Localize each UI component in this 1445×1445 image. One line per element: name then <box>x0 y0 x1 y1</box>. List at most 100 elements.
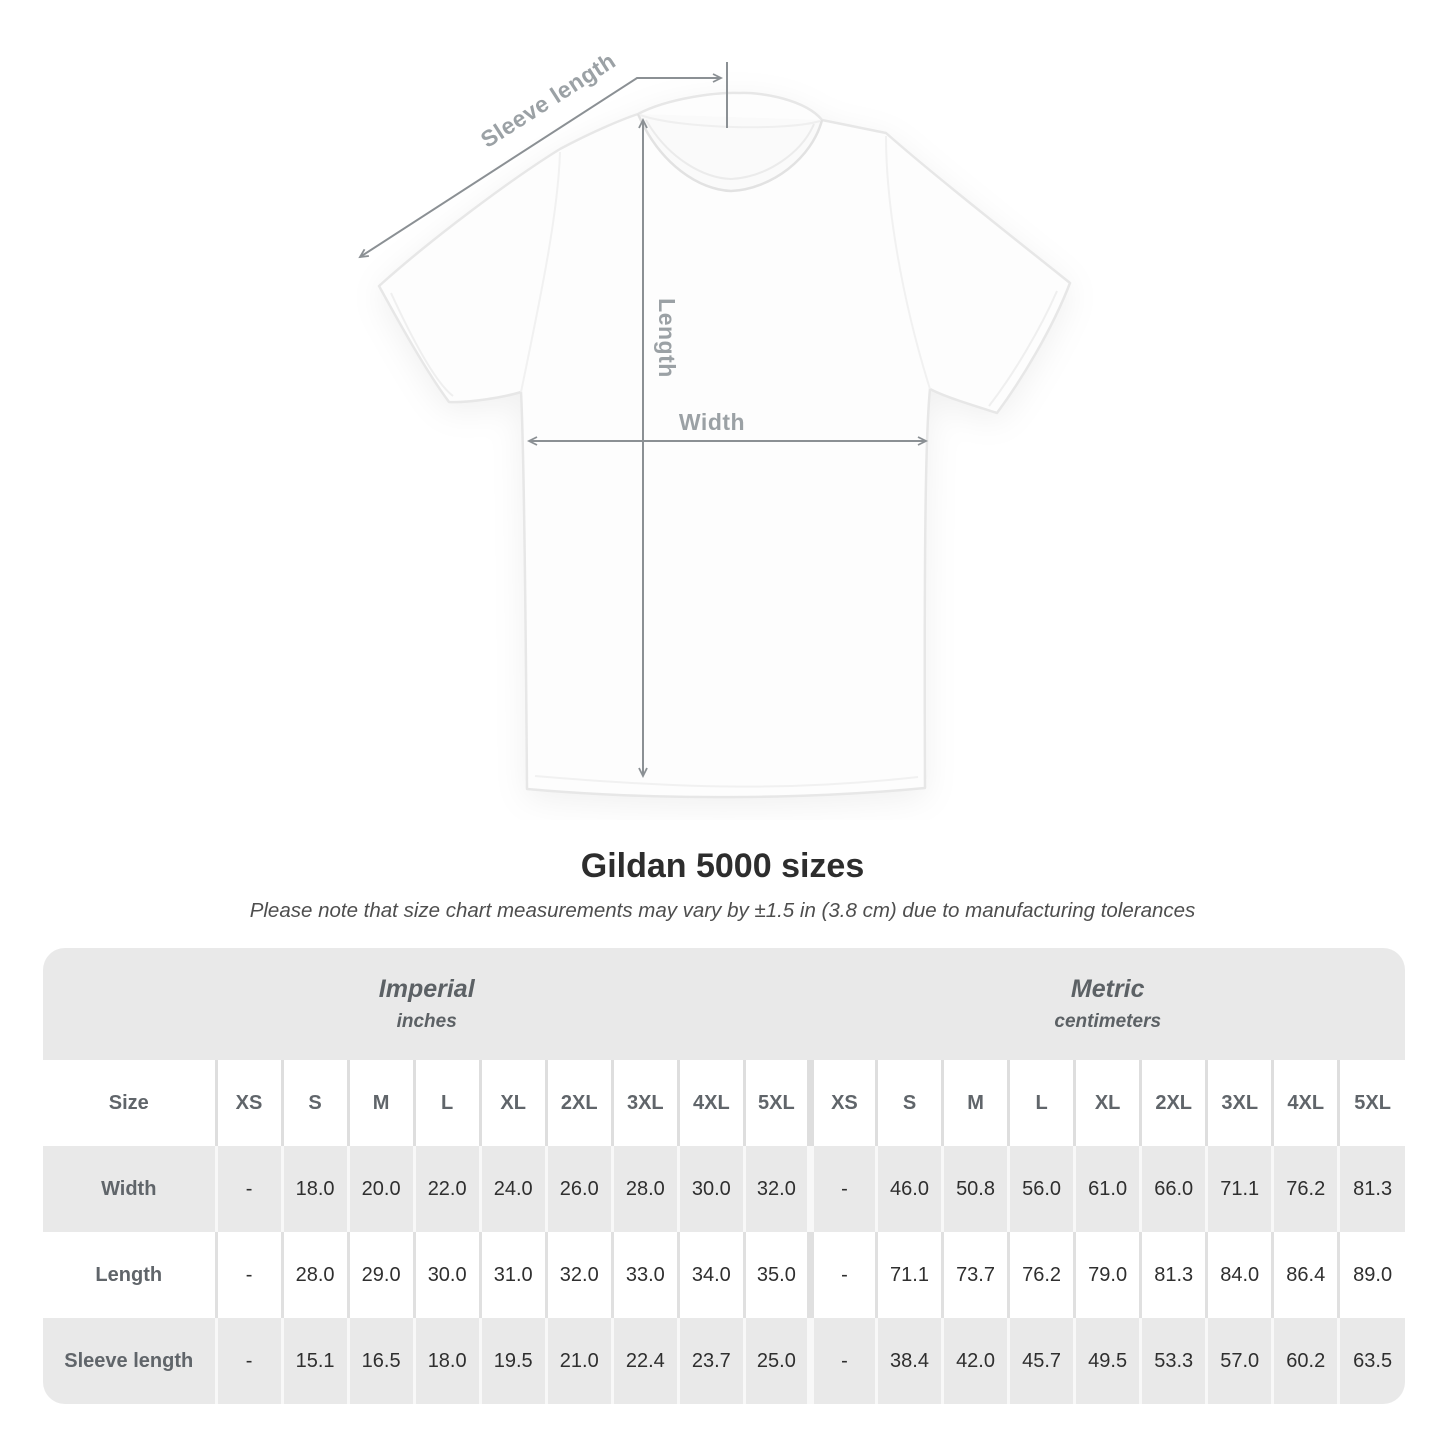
measurement-cell: 60.2 <box>1271 1318 1339 1404</box>
measurement-cell: 45.7 <box>1007 1318 1075 1404</box>
measurement-cell: 46.0 <box>874 1146 943 1232</box>
width-label: Width <box>679 409 745 435</box>
measurement-cell: 31.0 <box>478 1232 547 1318</box>
measurement-cell: - <box>214 1232 283 1318</box>
measurement-cell: 63.5 <box>1337 1318 1405 1404</box>
measurement-cell: 50.8 <box>941 1146 1009 1232</box>
measurement-cell: 71.1 <box>874 1232 943 1318</box>
imperial-group-unit: inches <box>396 1011 457 1032</box>
measurement-cell: 56.0 <box>1007 1146 1075 1232</box>
measurement-cell: 35.0 <box>742 1232 811 1318</box>
size-col-metric-2xl: 2XL <box>1139 1060 1207 1146</box>
measurement-cell: 32.0 <box>544 1232 613 1318</box>
size-col-imperial-xl: XL <box>478 1060 547 1146</box>
hem-seam <box>534 775 919 788</box>
measurement-cell: 49.5 <box>1073 1318 1141 1404</box>
measurement-row: Length -28.0 29.0 30.0 31.0 32.0 33.0 34.0 35.0-… <box>43 1232 1405 1318</box>
measurement-cell: 25.0 <box>742 1318 811 1404</box>
size-col-imperial-3xl: 3XL <box>610 1060 679 1146</box>
measurement-cell: 86.4 <box>1271 1232 1339 1318</box>
measurement-cell: 29.0 <box>346 1232 415 1318</box>
measurement-cell: 20.0 <box>346 1146 415 1232</box>
metric-group-header: Metric centimeters <box>810 948 1405 1060</box>
right-cuff-seam <box>988 290 1058 407</box>
measurement-cell: 19.5 <box>478 1318 547 1404</box>
metric-group-unit: centimeters <box>1054 1011 1162 1032</box>
measurement-cell: 79.0 <box>1073 1232 1141 1318</box>
measurement-cell: - <box>806 1232 877 1318</box>
measurement-cell: 28.0 <box>610 1146 679 1232</box>
measurement-cell: 33.0 <box>610 1232 679 1318</box>
measurement-cell: 32.0 <box>742 1146 811 1232</box>
measurement-cell: 42.0 <box>941 1318 1009 1404</box>
measurement-cell: 73.7 <box>941 1232 1009 1318</box>
tolerance-note: Please note that size chart measurements… <box>249 899 1196 922</box>
tshirt-diagram-svg: Sleeve length Length Width <box>358 47 1072 799</box>
size-col-metric-m: M <box>941 1060 1009 1146</box>
size-col-imperial-m: M <box>346 1060 415 1146</box>
measurement-cell: 16.5 <box>346 1318 415 1404</box>
size-col-imperial-2xl: 2XL <box>544 1060 613 1146</box>
size-col-metric-l: L <box>1007 1060 1075 1146</box>
measurement-cell: 21.0 <box>544 1318 613 1404</box>
left-cuff-seam <box>390 292 454 397</box>
size-col-metric-4xl: 4XL <box>1271 1060 1339 1146</box>
tshirt-measurement-diagram: Sleeve length Length Width <box>358 47 1072 799</box>
tshirt-graphic <box>377 91 1072 799</box>
measurement-cell: 28.0 <box>280 1232 349 1318</box>
measurement-cell: 57.0 <box>1205 1318 1273 1404</box>
measurement-cell: 18.0 <box>412 1318 481 1404</box>
size-col-imperial-4xl: 4XL <box>676 1060 745 1146</box>
size-col-imperial-s: S <box>280 1060 349 1146</box>
measurement-cell: 24.0 <box>478 1146 547 1232</box>
measurement-cell: 23.7 <box>676 1318 745 1404</box>
measurement-cell: 76.2 <box>1271 1146 1339 1232</box>
measurement-cell: 53.3 <box>1139 1318 1207 1404</box>
measurement-cell: 89.0 <box>1337 1232 1405 1318</box>
measurement-cell: 22.4 <box>610 1318 679 1404</box>
measurement-row: Width -18.0 20.0 22.0 24.0 26.0 28.0 30.0 32.0-4… <box>43 1146 1405 1232</box>
measurement-cell: 76.2 <box>1007 1232 1075 1318</box>
row-label: Sleeve length <box>43 1318 216 1404</box>
measurement-row: Sleeve length -15.1 16.5 18.0 19.5 21.0 22.4 23… <box>43 1318 1405 1404</box>
measurement-cell: 38.4 <box>874 1318 943 1404</box>
size-col-imperial-5xl: 5XL <box>742 1060 811 1146</box>
size-header-cell: Size <box>43 1060 216 1146</box>
title-block: Gildan 5000 sizes Please note that size … <box>0 846 1445 924</box>
measurement-cell: 61.0 <box>1073 1146 1141 1232</box>
size-col-metric-xl: XL <box>1073 1060 1141 1146</box>
size-table-container: Imperial inches Metric centimeters Size … <box>43 948 1405 1404</box>
page-title: Gildan 5000 sizes <box>580 847 865 885</box>
metric-group-label: Metric <box>1070 975 1145 1003</box>
imperial-group-header: Imperial inches <box>43 948 811 1060</box>
size-col-imperial-xs: XS <box>214 1060 283 1146</box>
unit-group-row: Imperial inches Metric centimeters <box>43 948 1405 1060</box>
measurement-cell: 22.0 <box>412 1146 481 1232</box>
measurement-cell: 15.1 <box>280 1318 349 1404</box>
measurement-cell: 71.1 <box>1205 1146 1273 1232</box>
measurement-cell: - <box>214 1146 283 1232</box>
measurement-cell: - <box>214 1318 283 1404</box>
size-col-metric-3xl: 3XL <box>1205 1060 1273 1146</box>
size-col-metric-5xl: 5XL <box>1337 1060 1405 1146</box>
measurement-cell: 84.0 <box>1205 1232 1273 1318</box>
row-label: Length <box>43 1232 216 1318</box>
measurement-cell: 30.0 <box>676 1146 745 1232</box>
measurement-cell: - <box>806 1146 877 1232</box>
measurement-cell: 81.3 <box>1337 1146 1405 1232</box>
size-table: Imperial inches Metric centimeters Size … <box>43 948 1405 1404</box>
measurement-cell: 26.0 <box>544 1146 613 1232</box>
size-header-row: Size XS S M L XL 2XL 3XL 4XL 5XL XS S M L XL 2XL 3XL 4XL… <box>43 1060 1405 1146</box>
right-armhole-seam <box>885 135 931 390</box>
measurement-cell: 81.3 <box>1139 1232 1207 1318</box>
imperial-group-label: Imperial <box>378 975 475 1003</box>
measurement-cell: 18.0 <box>280 1146 349 1232</box>
size-col-metric-s: S <box>874 1060 943 1146</box>
sleeve-length-arrow <box>358 73 724 259</box>
measurement-cell: 30.0 <box>412 1232 481 1318</box>
row-label: Width <box>43 1146 216 1232</box>
size-col-imperial-l: L <box>412 1060 481 1146</box>
measurement-cell: 66.0 <box>1139 1146 1207 1232</box>
length-label: Length <box>654 298 680 378</box>
